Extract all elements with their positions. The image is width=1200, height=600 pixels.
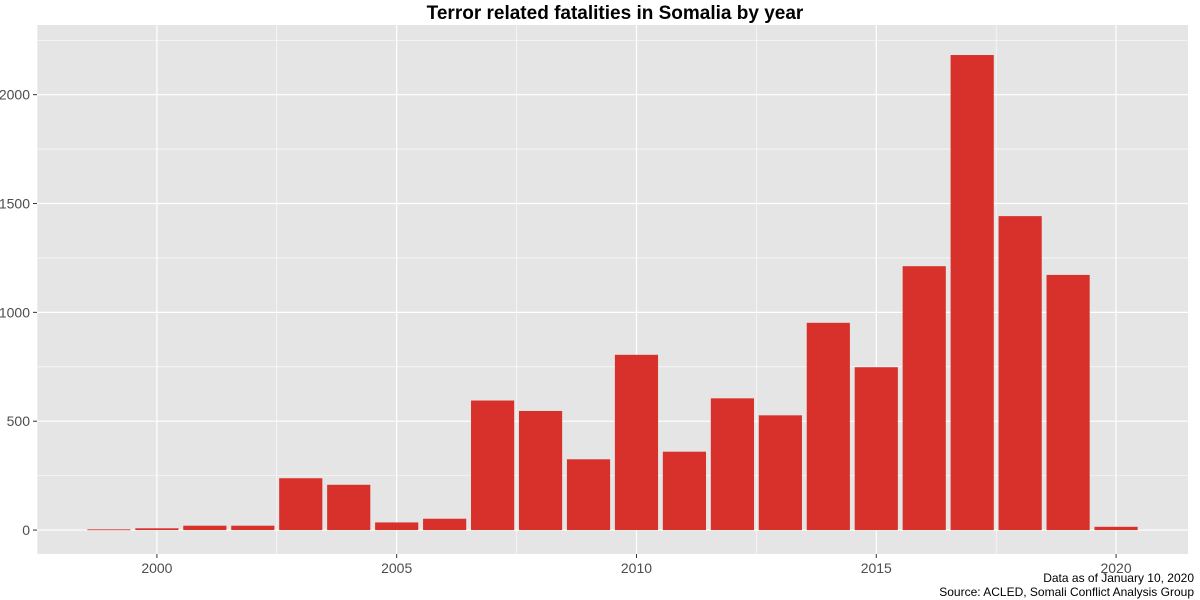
bar-2017 (950, 55, 994, 531)
x-axis: 2000 2005 2010 2015 2020 (141, 554, 1132, 576)
x-tick-label: 2015 (861, 560, 892, 576)
bar-1999 (87, 529, 131, 531)
x-tick-label: 2000 (141, 560, 172, 576)
bar-2013 (758, 415, 802, 531)
bar-2003 (279, 478, 323, 531)
bar-2019 (1046, 274, 1090, 531)
chart-title: Terror related fatalities in Somalia by … (427, 3, 804, 24)
bar-2020 (1094, 526, 1138, 531)
y-tick-label: 500 (7, 413, 31, 429)
bar-2014 (806, 322, 850, 531)
bar-2018 (998, 216, 1042, 531)
bar-2011 (662, 451, 707, 531)
x-tick-label: 2010 (621, 560, 652, 576)
x-tick-label: 2020 (1100, 560, 1131, 576)
bar-2001 (183, 525, 227, 531)
bar-2006 (423, 518, 467, 531)
bar-2002 (231, 525, 275, 531)
y-axis: 0 500 1000 1500 2000 (0, 87, 37, 538)
bar-2015 (854, 367, 898, 531)
y-tick-label: 2000 (0, 87, 30, 103)
bar-2010 (614, 354, 659, 531)
bar-2000 (135, 528, 179, 531)
y-tick-label: 0 (22, 522, 30, 538)
y-tick-label: 1500 (0, 196, 30, 212)
bar-2012 (710, 398, 754, 531)
bar-2009 (566, 459, 611, 531)
bar-2005 (375, 522, 419, 531)
bar-2016 (902, 266, 946, 531)
caption-date: Data as of January 10, 2020 (1043, 571, 1194, 585)
bars (87, 55, 1138, 531)
x-tick-label: 2005 (381, 560, 412, 576)
bar-2008 (518, 410, 563, 531)
y-tick-label: 1000 (0, 304, 30, 320)
bar-2007 (471, 400, 515, 531)
bar-2004 (327, 484, 371, 531)
caption-source: Source: ACLED, Somali Conflict Analysis … (939, 585, 1194, 599)
grid-minor (36, 25, 1188, 554)
